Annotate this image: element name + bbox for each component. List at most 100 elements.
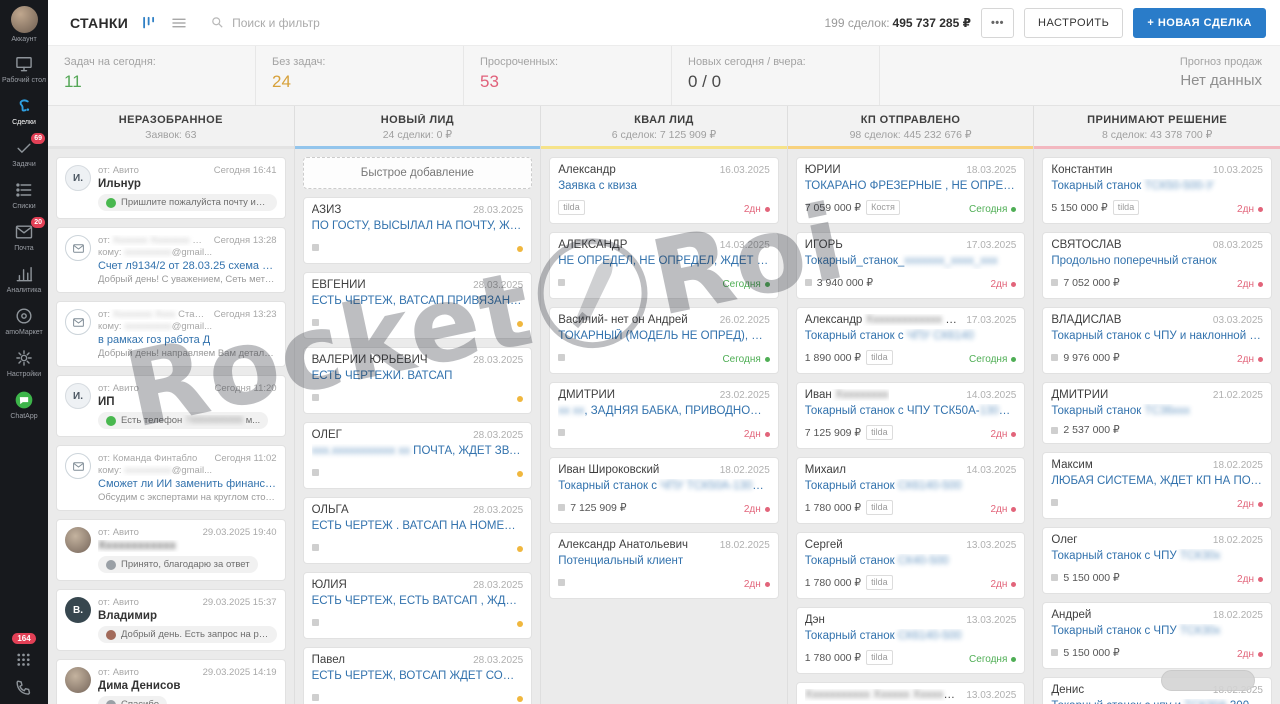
deal-title-link[interactable]: Продольно поперечный станок — [1051, 254, 1217, 267]
setup-button[interactable]: НАСТРОИТЬ — [1024, 7, 1124, 38]
deal-card[interactable]: ИГОРЬ 17.03.2025 Токарный_станок_ххххххх_х… — [795, 231, 1026, 299]
deal-card[interactable]: ДМИТРИЙ 21.02.2025 Токарный станок ТС36ххх… — [1042, 381, 1272, 444]
deal-card[interactable]: Олег 18.02.2025 Токарный станок с ЧПУ ТСК3… — [1042, 526, 1272, 594]
incoming-lead-card[interactable]: от: Авито 29.03.2025 14:19 Дима Денисов Спа… — [56, 659, 286, 704]
account-menu[interactable]: Аккаунт — [10, 6, 38, 44]
deal-title-link[interactable]: Токарный станок с ЧПУ ТСК50А-1305_с ось.… — [804, 404, 1017, 417]
deal-card[interactable]: Иван Широковский 18.02.2025 Токарный стано… — [549, 456, 779, 524]
deal-title-link[interactable]: ЕСТЬ ЧЕРТЕЖ, ВАТСАП ПРИВЯЗАН К НОМЕ... — [311, 294, 524, 307]
sidebar-item-settings[interactable]: Настройки — [0, 342, 48, 384]
deal-card[interactable]: Константин 10.03.2025 Токарный станок ТСК5… — [1042, 157, 1272, 224]
deal-title-link[interactable]: ТОКАРАНО ФРЕЗЕРНЫЕ , НЕ ОПРЕДЕЛ, НЕ ... — [804, 180, 1017, 192]
account-avatar[interactable] — [10, 6, 38, 33]
deal-title-link[interactable]: Потенциальный клиент — [558, 554, 684, 567]
deal-card[interactable]: Михаил 14.03.2025 Токарный станок СК6140-5… — [795, 456, 1026, 524]
pipeline-title[interactable]: СТАНКИ — [70, 14, 129, 31]
forecast-value: Нет данных — [1180, 72, 1262, 89]
deal-title-link[interactable]: Токарный станок СК6140-500 — [804, 629, 962, 642]
deal-card[interactable]: Максим 18.02.2025 ЛЮБАЯ СИСТЕМА, ЖДЕТ КП Н… — [1042, 451, 1272, 519]
new-deal-button[interactable]: + НОВАЯ СДЕЛКА — [1133, 7, 1266, 38]
deal-card[interactable]: АЛЕКСАНДР 14.03.2025 НЕ ОПРЕДЕЛ, НЕ ОПРЕДЕ… — [549, 231, 779, 299]
sidebar-item-deals[interactable]: Сделки — [0, 90, 48, 132]
deal-title-link[interactable]: Заявка с квиза — [558, 180, 637, 192]
chat-message-bubble: Принято, благодарю за ответ — [98, 556, 258, 573]
deal-title-link[interactable]: ЕСТЬ ЧЕРТЕЖ, ЕСТЬ ВАТСАП , ЖДЕТ ЗВОНК... — [311, 594, 524, 607]
deal-card[interactable]: ЮЛИЯ 28.03.2025 ЕСТЬ ЧЕРТЕЖ, ЕСТЬ ВАТСАП ,… — [302, 571, 533, 639]
deal-title-link[interactable]: ТОКАРНЫЙ (МОДЕЛЬ НЕ ОПРЕД), СИСТИМ... — [558, 329, 770, 342]
phone-icon[interactable] — [14, 678, 34, 698]
incoming-lead-card[interactable]: от: Команда Финтабло Сегодня 11:02 кому: х… — [56, 445, 286, 511]
deal-title-link[interactable]: ххх.ххххххххххх хх ПОЧТА, ЖДЕТ ЗВОНК... — [311, 444, 524, 457]
deal-card[interactable]: ОЛЕГ 28.03.2025 ххх.ххххххххххх хх ПОЧТА, … — [302, 421, 533, 489]
deal-title-link[interactable]: Токарный_станок_ххххххх_хххх_ххх — [804, 254, 998, 267]
deal-card[interactable]: Павел 28.03.2025 ЕСТЬ ЧЕРТЕЖ, ВОТСАП ЖДЕТ … — [302, 646, 533, 704]
deal-title-link[interactable]: Токарный станок СК40-500 — [804, 554, 949, 567]
more-button[interactable]: ••• — [980, 7, 1015, 38]
main-area: СТАНКИ Поиск и фильтр 199 сделок: 495 737… — [48, 0, 1280, 704]
deal-title-link[interactable]: Токарный станок с ЧПУ ТСК30х — [1051, 624, 1221, 637]
sidebar-item-label: Настройки — [6, 371, 42, 379]
sidebar-item-chatapp[interactable]: ChatApp — [0, 384, 48, 426]
incoming-lead-card[interactable]: В. от: Авито 29.03.2025 15:37 Владимир Добры… — [56, 589, 286, 651]
deal-title-link[interactable]: ЕСТЬ ЧЕРТЕЖИ. ВАТСАП — [311, 369, 453, 382]
deal-card[interactable]: ВАЛЕРИЙ ЮРЬЕВИЧ 28.03.2025 ЕСТЬ ЧЕРТЕЖИ. В… — [302, 346, 533, 414]
sidebar-item-amomarket[interactable]: amoМаркет — [0, 300, 48, 342]
deal-card[interactable]: ЮРИЙ 18.03.2025 ТОКАРАНО ФРЕЗЕРНЫЕ , НЕ ОП… — [795, 157, 1026, 224]
mail-subject-link[interactable]: в рамках гоз работа Д — [98, 334, 211, 346]
deal-title-link[interactable]: хх хх, ЗАДНЯЯ БАБКА, ПРИВОДНОЙ, ЧПУ К... — [558, 404, 770, 417]
quick-add-button[interactable]: Быстрое добавление — [302, 157, 533, 189]
deal-card[interactable]: Александр 16.03.2025 Заявка с квиза tilda 2д… — [549, 157, 779, 224]
deal-card[interactable]: Иван Ххxxxxxxx 14.03.2025 Токарный станок … — [795, 381, 1026, 449]
incoming-lead-card[interactable]: И. от: Авито Сегодня 11:20 ИП Есть телефон 7… — [56, 375, 286, 437]
sidebar-item-mail[interactable]: 20 Почта — [0, 216, 48, 258]
incoming-lead-card[interactable]: от: Хххххххх Хххх Стани... Сегодня 13:23к… — [56, 301, 286, 367]
deal-card[interactable]: Василий- нет он Андрей 26.02.2025 ТОКАРНЫЙ… — [549, 306, 779, 374]
deal-title-link[interactable]: Токарный станок ТС36ххх — [1051, 404, 1190, 417]
deal-title-link[interactable]: ПО ГОСТУ, ВЫСЫЛАЛ НА ПОЧТУ, ЖДЕТ ЗВО... — [311, 220, 524, 232]
sidebar-item-lists[interactable]: Списки — [0, 174, 48, 216]
deal-card[interactable]: ЕВГЕНИЙ 28.03.2025 ЕСТЬ ЧЕРТЕЖ, ВАТСАП ПРИ… — [302, 271, 533, 339]
sidebar-item-desktop[interactable]: Рабочий стол — [0, 48, 48, 90]
deal-card[interactable]: АЗИЗ 28.03.2025 ПО ГОСТУ, ВЫСЫЛАЛ НА ПОЧТУ… — [302, 197, 533, 264]
horizontal-scrollbar-thumb[interactable] — [1161, 670, 1255, 691]
deal-card[interactable]: ВЛАДИСЛАВ 03.03.2025 Токарный станок с ЧПУ… — [1042, 306, 1272, 374]
search-and-filter[interactable]: Поиск и фильтр — [210, 15, 320, 30]
deal-title-link[interactable]: Токарный станок с ЧПУ ТСК50А-1305_с ось.… — [558, 479, 770, 492]
deal-card[interactable]: ОЛЬГА 28.03.2025 ЕСТЬ ЧЕРТЕЖ . ВАТСАП НА Н… — [302, 496, 533, 564]
deal-card[interactable]: ДМИТРИЙ 23.02.2025 хх хх, ЗАДНЯЯ БАБКА, ПР… — [549, 381, 779, 449]
incoming-lead-card[interactable]: от: Авито 29.03.2025 19:40 Хххххххххххх При… — [56, 519, 286, 581]
deal-title-link[interactable]: ЕСТЬ ЧЕРТЕЖ, ВОТСАП ЖДЕТ СООБЩЕНИЕ ... — [311, 669, 524, 682]
task-status-text: Сегодня — [969, 353, 1008, 365]
deal-meta-left: 1 890 000 ₽ tilda — [805, 350, 893, 366]
menu-icon[interactable] — [170, 14, 188, 32]
deal-title-link[interactable]: Токарный станок с чпу и ТСК30А 3000 об/м… — [1051, 699, 1263, 704]
deal-title-link[interactable]: Токарный станок СК6140-500 — [804, 479, 962, 492]
deal-card[interactable]: Андрей 18.02.2025 Токарный станок с ЧПУ ТС… — [1042, 601, 1272, 669]
deal-card[interactable]: Александр Ххххххххxxxxx Ххххххх 17.03.202… — [795, 306, 1026, 374]
deal-card[interactable]: Александр Анатольевич 18.02.2025 Потенциал… — [549, 531, 779, 599]
deal-meta: 2дн — [558, 574, 770, 592]
deal-title-link[interactable]: Токарный станок с ЧПУ ТСК30х — [1051, 549, 1221, 562]
deal-card[interactable]: Дэн 13.03.2025 Токарный станок СК6140-500 1… — [795, 606, 1026, 674]
deal-date: 21.02.2025 — [1212, 389, 1263, 401]
deal-title-link[interactable]: ЕСТЬ ЧЕРТЕЖ . ВАТСАП НА НОМЕР 7ххххххх..… — [312, 519, 524, 534]
sidebar-item-tasks[interactable]: 69 Задачи — [0, 132, 48, 174]
deal-title-link[interactable]: Токарный станок с ЧПУ и наклонной станин… — [1051, 329, 1263, 342]
deal-meta: Сегодня — [558, 274, 770, 292]
deal-meta-right — [517, 239, 524, 257]
sidebar-item-analytics[interactable]: Аналитика — [0, 258, 48, 300]
incoming-lead-card[interactable]: от: Ххххххх Ххххххxx Ххх Сегодня 13:28 ком… — [56, 227, 286, 293]
dialpad-icon[interactable] — [14, 651, 34, 671]
deal-title-link[interactable]: Токарный станок ТСК50-500-У — [1051, 180, 1214, 192]
deal-card[interactable]: Сергей 13.03.2025 Токарный станок СК40-500… — [795, 531, 1026, 599]
deal-title-link[interactable]: Токарный станок с ЧПУ СК6140 — [804, 329, 974, 342]
incoming-lead-card[interactable]: И. от: Авито Сегодня 16:41 Ильнур Пришлите п… — [56, 157, 286, 219]
pipeline-view-icon[interactable] — [140, 14, 158, 32]
deal-title-link[interactable]: НЕ ОПРЕДЕЛ, НЕ ОПРЕДЕЛ, ЖДЕТ ЗВОНКА ... — [558, 254, 770, 267]
mail-subject-link[interactable]: Сможет ли ИИ заменить финансиста? — [98, 478, 277, 490]
deal-meta-left: 9 976 000 ₽ — [1051, 352, 1120, 364]
deal-title-link[interactable]: ЛЮБАЯ СИСТЕМА, ЖДЕТ КП НА ПОЧТУ МА... — [1051, 474, 1263, 487]
deal-card[interactable]: Ххххххххххх Хххххх Ххххххххххх 13.03.2025… — [795, 681, 1026, 704]
mail-subject-link[interactable]: Счет л9134/2 от 28.03.25 схема рез... — [98, 260, 277, 272]
deal-card[interactable]: СВЯТОСЛАВ 08.03.2025 Продольно поперечный … — [1042, 231, 1272, 299]
